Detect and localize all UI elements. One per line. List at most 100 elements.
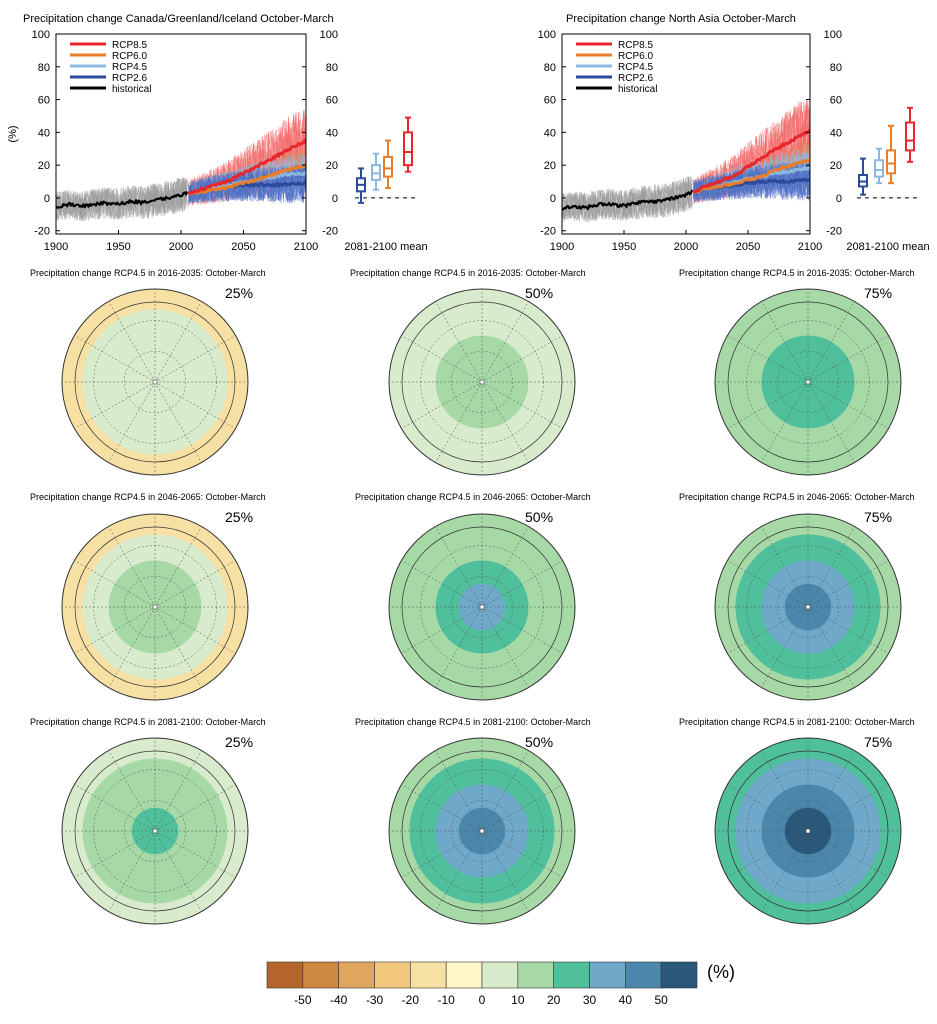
- timeseries-plot: -20 -20 0 0 20 20 40 40 60 60 80 80 100 100 1900 1950 20…: [538, 29, 930, 253]
- series-line-rcp60: [692, 158, 810, 194]
- y-tick-label-right: -20: [322, 226, 338, 238]
- meridian-line: [481, 830, 529, 912]
- meridian-line: [74, 560, 156, 608]
- map-percentile: 25%: [225, 285, 253, 301]
- meridian-line: [807, 830, 855, 912]
- meridian-line: [727, 560, 809, 608]
- colorbar-swatch: [410, 961, 447, 989]
- meridian-line: [108, 830, 156, 912]
- legend-label: RCP8.5: [112, 40, 147, 51]
- map-grid: Precipitation change RCP4.5 in 2016-2035…: [30, 268, 915, 925]
- meridian-line: [807, 606, 889, 654]
- meridian-line: [435, 301, 483, 383]
- north-pole-marker: [479, 828, 485, 834]
- meridian-line: [761, 830, 809, 912]
- colorbar-swatch: [589, 961, 626, 989]
- y-tick-label: 40: [38, 127, 50, 139]
- meridian-line: [481, 335, 563, 383]
- latitude-circle: [777, 576, 839, 638]
- meridian-line: [481, 381, 529, 463]
- meridian-line: [807, 830, 889, 878]
- region-outline: [74, 301, 236, 463]
- colorbar-swatch: [553, 961, 590, 989]
- meridian-line: [727, 830, 809, 878]
- timeseries-panel-canada: Precipitation change Canada/Greenland/Ic…: [7, 13, 428, 253]
- map-border: [61, 737, 249, 925]
- region-outline: [401, 750, 563, 912]
- x-tick-label: 2000: [674, 241, 698, 253]
- box-iqr: [886, 149, 896, 175]
- meridian-line: [761, 381, 809, 463]
- map-row-title: Precipitation change RCP4.5 in 2081-2100…: [679, 717, 915, 727]
- meridian-line: [435, 750, 483, 832]
- y-tick-label: 100: [538, 29, 556, 41]
- latitude-circle: [777, 800, 839, 862]
- meridian-line: [481, 750, 529, 832]
- polar-map: [61, 513, 249, 701]
- meridian-line: [154, 381, 236, 429]
- meridian-line: [108, 606, 156, 688]
- series-line-rcp60: [187, 163, 306, 196]
- north-pole-marker: [152, 828, 158, 834]
- meridian-line: [481, 606, 563, 654]
- colorbar-swatch: [445, 961, 483, 989]
- box-caption: 2081-2100 mean: [846, 241, 929, 253]
- colorbar-tick-label: 50: [654, 993, 668, 1007]
- region-outline: [727, 526, 889, 688]
- colorbar-swatch: [517, 961, 554, 989]
- region-outline: [401, 301, 563, 463]
- meridian-line: [154, 335, 236, 383]
- latitude-circle: [451, 576, 513, 638]
- meridian-line: [481, 381, 563, 429]
- y-tick-label-right: -20: [826, 226, 842, 238]
- latitude-circle: [124, 576, 186, 638]
- x-tick-label: 2050: [231, 241, 255, 253]
- colorbar-swatch: [302, 961, 339, 989]
- colorbar-tick-label: -10: [437, 993, 455, 1007]
- map-row-title: Precipitation change RCP4.5 in 2046-2065…: [30, 492, 266, 502]
- map-percentile: 75%: [864, 734, 892, 750]
- y-tick-label: 20: [38, 160, 50, 172]
- legend-label: RCP4.5: [112, 62, 147, 73]
- map-border: [388, 288, 576, 476]
- meridian-line: [108, 381, 156, 463]
- legend-label: RCP8.5: [618, 40, 653, 51]
- map-border: [388, 513, 576, 701]
- meridian-line: [807, 560, 889, 608]
- meridian-line: [154, 301, 202, 383]
- y-tick-label: 100: [32, 29, 50, 41]
- y-tick-label: -20: [540, 226, 556, 238]
- meridian-line: [74, 606, 156, 654]
- region-outline: [74, 750, 236, 912]
- model-spread: [562, 99, 810, 224]
- y-tick-label: 0: [550, 193, 556, 205]
- colorbar-swatch: [266, 961, 304, 989]
- north-pole-marker: [479, 379, 485, 385]
- north-pole-marker: [805, 828, 811, 834]
- meridian-line: [807, 606, 855, 688]
- meridian-line: [401, 381, 483, 429]
- meridian-line: [154, 606, 202, 688]
- y-tick-label-right: 40: [830, 127, 842, 139]
- box-iqr: [905, 121, 915, 152]
- meridian-line: [108, 526, 156, 608]
- legend-label: RCP6.0: [618, 51, 653, 62]
- latitude-circle: [124, 800, 186, 862]
- meridian-line: [154, 830, 202, 912]
- x-tick-label: 1900: [550, 241, 574, 253]
- legend-label: RCP2.6: [618, 73, 653, 84]
- meridian-line: [401, 830, 483, 878]
- map-percentile: 50%: [525, 285, 553, 301]
- y-axis-label: (%): [7, 125, 19, 142]
- colorbar-swatch: [625, 961, 662, 989]
- map-percentile: 75%: [864, 285, 892, 301]
- region-outline: [74, 526, 236, 688]
- meridian-line: [807, 750, 855, 832]
- meridian-line: [727, 335, 809, 383]
- legend-label: historical: [112, 84, 151, 95]
- north-pole-marker: [479, 604, 485, 610]
- meridian-line: [761, 606, 809, 688]
- latitude-circle: [451, 800, 513, 862]
- meridian-line: [74, 784, 156, 832]
